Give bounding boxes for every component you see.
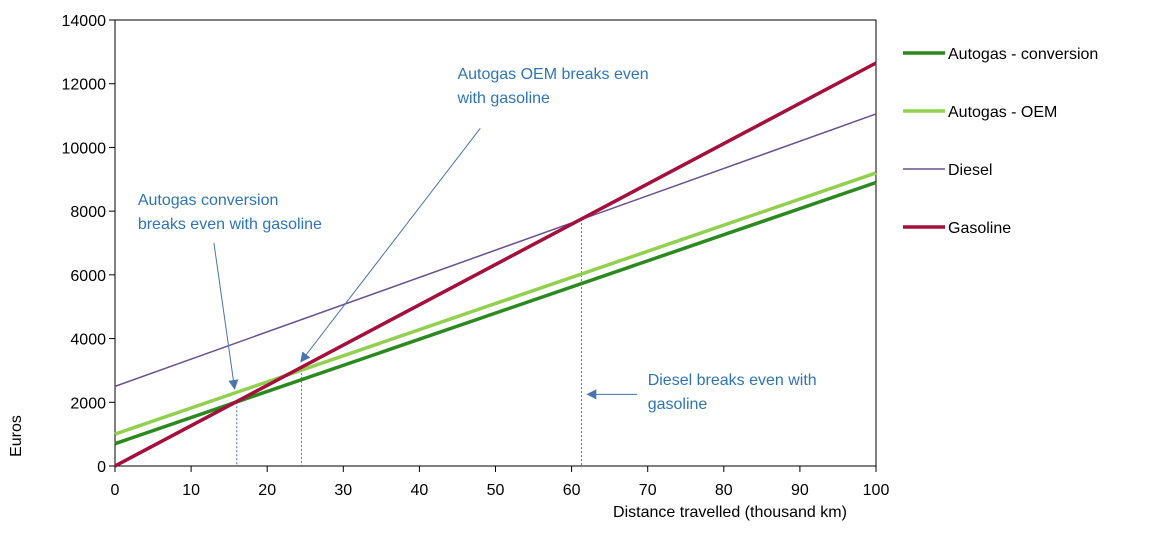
annotation-arrow	[213, 242, 239, 390]
y-tick-label: 12000	[62, 77, 107, 94]
y-tick-label: 6000	[70, 268, 106, 285]
y-axis-label: Euros	[8, 415, 25, 457]
x-tick-label: 30	[334, 482, 352, 499]
x-tick-label: 40	[411, 482, 429, 499]
y-tick-label: 10000	[62, 140, 107, 157]
legend-label: Autogas - conversion	[948, 46, 1098, 63]
legend-label: Autogas - OEM	[948, 104, 1057, 121]
y-tick-label: 8000	[70, 204, 106, 221]
x-tick-label: 90	[791, 482, 809, 499]
y-axis-ticks: 0 2000 4000 6000 8000 10000 12000 14000	[62, 13, 115, 476]
y-tick-label: 14000	[62, 13, 107, 30]
x-tick-label: 0	[111, 482, 120, 499]
x-axis-label: Distance travelled (thousand km)	[613, 504, 847, 521]
x-tick-label: 50	[487, 482, 505, 499]
break-even-reference-lines	[236, 219, 582, 466]
annotation-text-line: gasoline	[648, 396, 708, 413]
x-tick-label: 10	[182, 482, 200, 499]
annotation-text: Diesel breaks even with gasoline	[648, 372, 817, 413]
legend-label: Diesel	[948, 162, 992, 179]
annotations: Autogas conversion breaks even with gasol…	[138, 66, 817, 413]
series-line	[114, 171, 877, 436]
annotation-text-line: Autogas conversion	[138, 192, 279, 209]
legend: Autogas - conversion Autogas - OEM Diesel G…	[903, 46, 1098, 237]
annotation-text-line: breaks even with gasoline	[138, 216, 322, 233]
annotation-text: Autogas OEM breaks even with gasoline	[456, 66, 648, 107]
annotation-text-line: Autogas OEM breaks even	[457, 66, 648, 83]
plot-area	[114, 19, 877, 467]
annotation-text: Autogas conversion breaks even with gasol…	[138, 192, 322, 233]
series-line	[114, 61, 877, 468]
y-tick-label: 0	[97, 459, 106, 476]
series-lines	[114, 61, 877, 468]
x-tick-label: 60	[563, 482, 581, 499]
y-tick-label: 2000	[70, 395, 106, 412]
y-tick-label: 4000	[70, 332, 106, 349]
x-tick-label: 70	[639, 482, 657, 499]
series-line	[114, 113, 877, 388]
x-axis-ticks: 0 10 20 30 40 50 60 70 80 90 100	[111, 466, 890, 499]
x-tick-label: 80	[715, 482, 733, 499]
x-tick-label: 20	[258, 482, 276, 499]
legend-label: Gasoline	[948, 220, 1011, 237]
annotation-text-line: Diesel breaks even with	[648, 372, 817, 389]
annotation-text-line: with gasoline	[456, 90, 550, 107]
x-tick-label: 100	[863, 482, 890, 499]
annotation-arrow	[300, 128, 481, 363]
